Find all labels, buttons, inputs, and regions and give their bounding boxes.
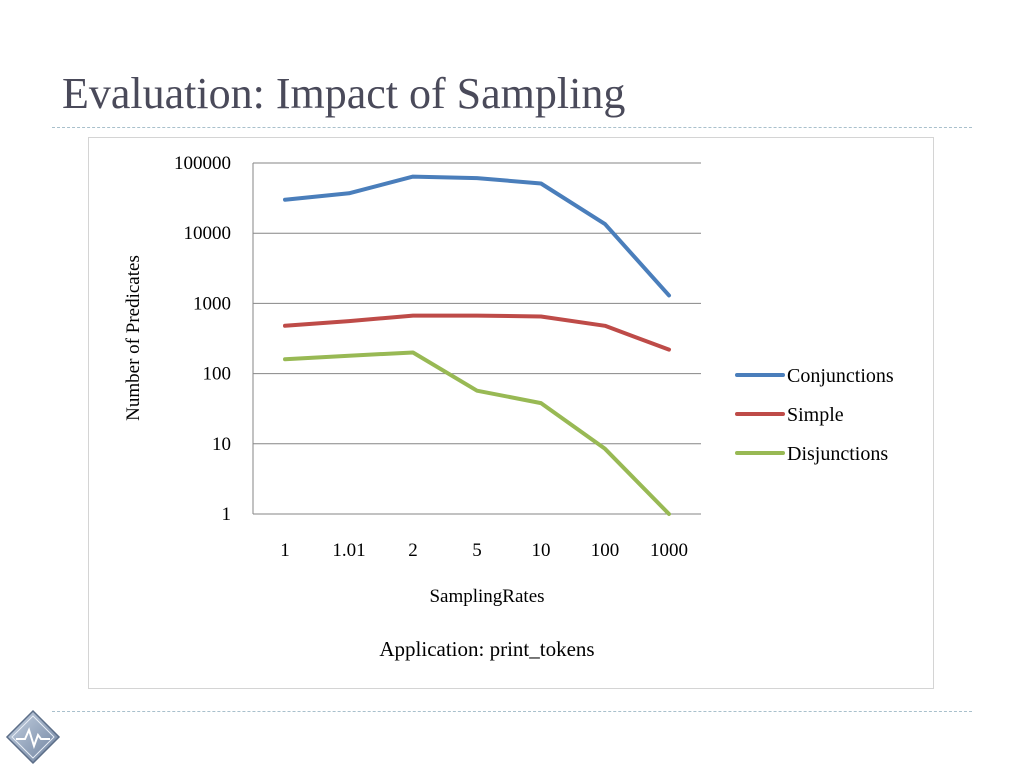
chart-frame: 1 10 100 1000 10000 100000 1 1.01 2 5 10 100 1000 Num… [88, 137, 934, 689]
x-tick-label: 100 [591, 540, 620, 561]
x-tick-label: 10 [532, 540, 551, 561]
title-divider [52, 127, 972, 128]
y-tick-label: 1000 [193, 293, 231, 314]
y-tick-label: 1 [222, 504, 232, 525]
line-chart: 1 10 100 1000 10000 100000 1 1.01 2 5 10 100 1000 Num… [123, 153, 894, 661]
x-tick-label: 5 [472, 540, 482, 561]
y-tick-label: 10 [212, 434, 231, 455]
y-tick-label: 100000 [174, 153, 231, 174]
x-tick-label: 1000 [650, 540, 688, 561]
chart-caption: Application: print_tokens [379, 637, 594, 661]
x-tick-label: 2 [408, 540, 418, 561]
series-line-simple [283, 313, 671, 352]
heartbeat-diamond-icon [5, 709, 61, 765]
footer-divider [52, 711, 972, 712]
y-axis-title: Number of Predicates [123, 255, 144, 421]
series-line-disjunctions [283, 350, 671, 516]
x-tick-label: 1 [280, 540, 290, 561]
y-tick-label: 100 [203, 364, 232, 385]
legend-label-simple: Simple [787, 404, 844, 426]
x-axis-title: SamplingRates [429, 586, 544, 607]
x-tick-label: 1.01 [332, 540, 365, 561]
series-line-conjunctions [283, 174, 671, 298]
legend-label-disjunctions: Disjunctions [787, 443, 888, 465]
slide-title: Evaluation: Impact of Sampling [62, 69, 626, 118]
y-tick-label: 10000 [184, 223, 232, 244]
legend-label-conjunctions: Conjunctions [787, 365, 894, 387]
